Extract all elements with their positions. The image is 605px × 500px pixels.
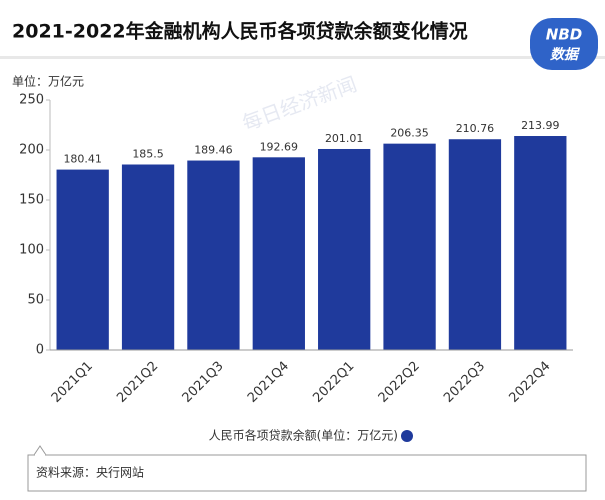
bar <box>121 164 175 350</box>
y-tick-label: 50 <box>27 293 44 308</box>
source-box <box>27 454 587 492</box>
y-axis-label: 单位：万亿元 <box>12 74 84 89</box>
legend-label: 人民币各项贷款余额(单位：万亿元) <box>209 428 398 443</box>
data-label: 210.76 <box>456 122 495 135</box>
logo <box>530 18 598 70</box>
source-pointer-mask <box>35 454 45 456</box>
legend-marker <box>401 430 413 442</box>
data-label: 180.41 <box>63 153 102 166</box>
title-divider <box>0 56 605 59</box>
data-label: 206.35 <box>390 127 429 140</box>
data-label: 213.99 <box>521 119 560 132</box>
bar <box>318 148 371 350</box>
y-tick-label: 0 <box>36 343 44 358</box>
bar <box>383 143 436 350</box>
y-tick-label: 100 <box>19 243 44 258</box>
bar <box>514 136 567 350</box>
bar <box>448 139 502 350</box>
data-label: 189.46 <box>194 144 233 157</box>
source-pointer <box>33 445 47 456</box>
y-tick-label: 200 <box>19 143 44 158</box>
y-tick-label: 250 <box>19 93 44 108</box>
logo-text: 数据 <box>550 46 581 63</box>
bar <box>187 160 240 350</box>
source: 资料来源：央行网站 <box>36 466 144 480</box>
bar <box>252 157 305 350</box>
data-label: 201.01 <box>325 132 364 145</box>
y-tick-label: 150 <box>19 193 44 208</box>
data-label: 192.69 <box>260 140 299 153</box>
data-label: 185.5 <box>132 148 164 161</box>
logo-text: NBD <box>546 26 582 44</box>
chart-title: 2021-2022年金融机构人民币各项贷款余额变化情况 <box>12 20 468 43</box>
bar <box>56 169 109 350</box>
